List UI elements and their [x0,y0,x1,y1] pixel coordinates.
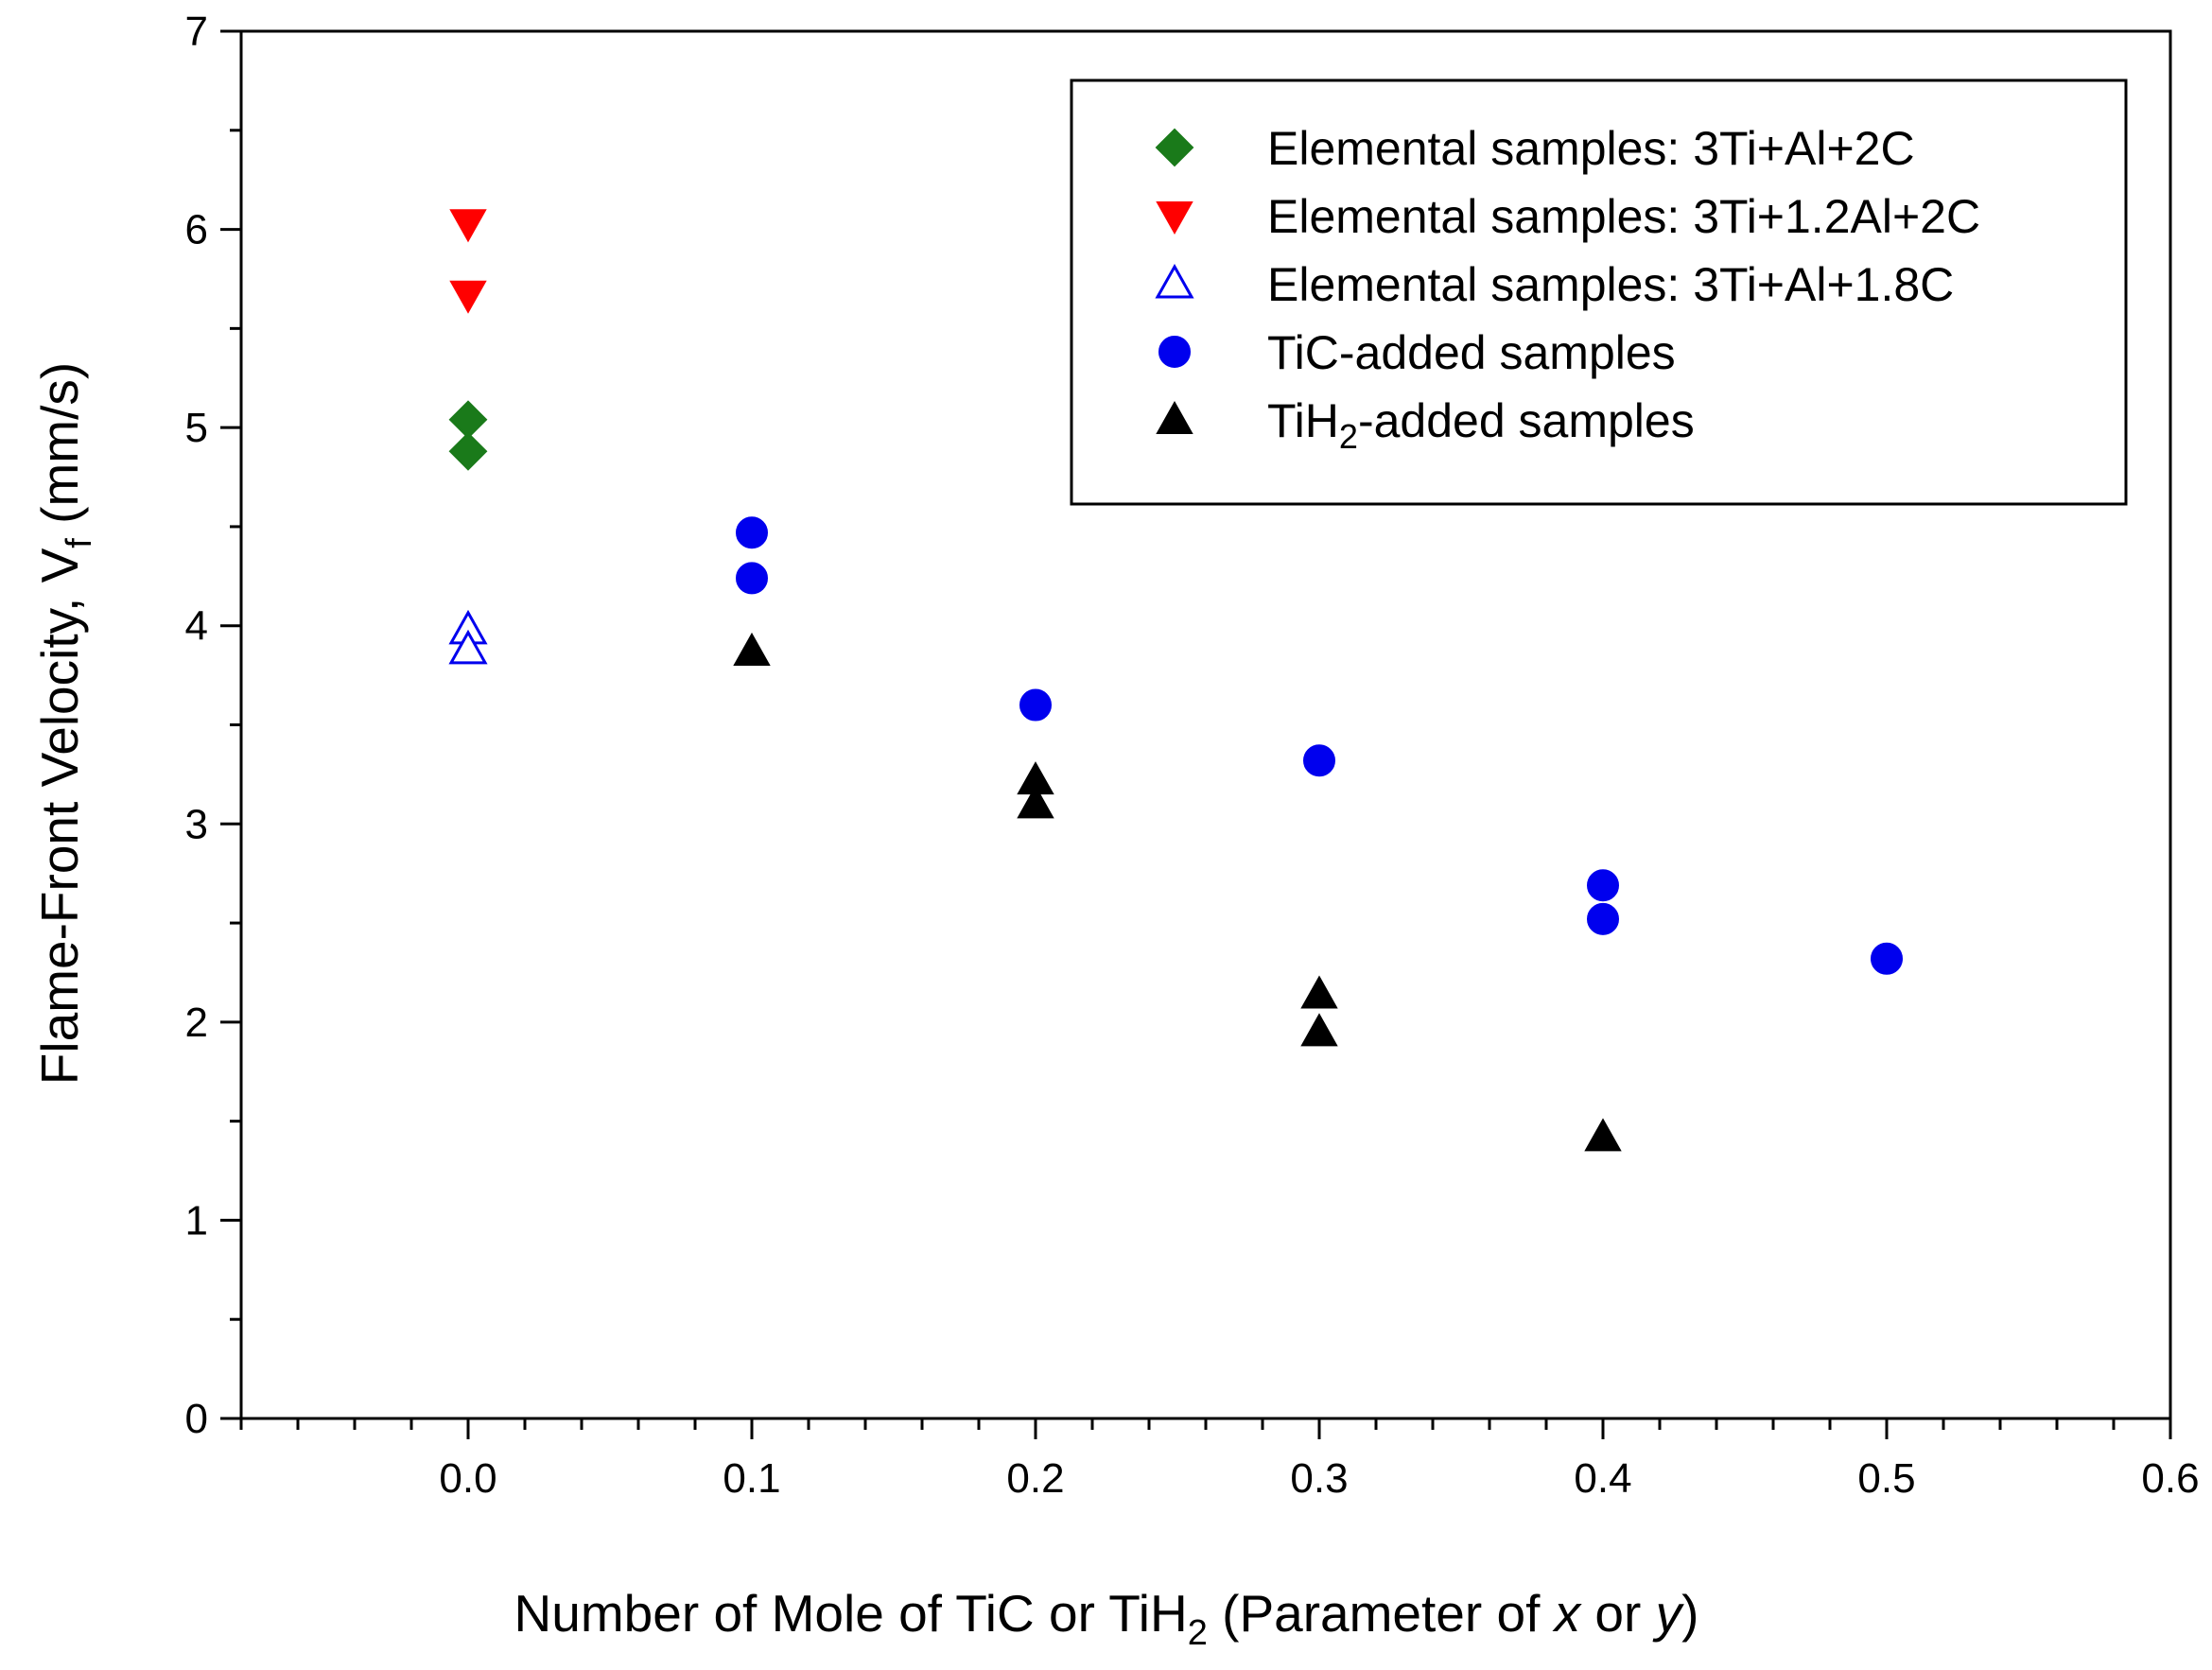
x-axis-title: Number of Mole of TiC or TiH2 (Parameter… [514,1584,1699,1653]
legend-label: Elemental samples: 3Ti+Al+2C [1267,122,1915,175]
tick-marks [220,29,2172,1439]
y-tick-label: 2 [185,1000,208,1046]
data-point [1871,942,1903,975]
legend-marker [1156,400,1193,434]
y-tick-label: 6 [185,207,208,253]
data-point [449,209,487,243]
x-tick-label: 0.5 [1857,1455,1915,1502]
x-tick-label: 0.6 [2141,1455,2199,1502]
legend-label: Elemental samples: 3Ti+Al+1.8C [1267,258,1954,311]
legend-marker [1156,201,1193,235]
tick-labels: 0 1 2 3 4 5 6 7 0.0 0.1 0.2 0.3 0.4 0.5 0.6 [185,9,2200,1502]
data-point [448,431,488,471]
y-tick-label: 0 [185,1396,208,1442]
data-point [449,280,487,314]
y-tick-label: 7 [185,9,208,55]
y-tick-label: 5 [185,405,208,451]
y-axis-title: Flame-Front Velocity, Vf (mm/s) [30,362,99,1085]
y-tick-label: 1 [185,1197,208,1244]
data-point [736,562,768,595]
data-point [1584,1118,1622,1152]
data-point [1019,688,1052,722]
legend-label: TiH2-added samples [1267,394,1695,456]
legend-box [1070,78,2128,506]
legend-marker [1155,263,1194,299]
y-tick-label: 4 [185,603,208,650]
data-point [448,629,488,665]
y-tick-label: 3 [185,801,208,847]
data-point [733,632,771,666]
x-tick-label: 0.0 [439,1455,496,1502]
legend-marker [1155,128,1194,167]
x-tick-label: 0.4 [1574,1455,1631,1502]
data-point [736,516,768,549]
legend-label: TiC-added samples [1267,326,1676,379]
legend: Elemental samples: 3Ti+Al+2C Elemental sa… [1155,122,1980,456]
data-point [1303,744,1335,777]
data-points [448,209,1903,1152]
x-tick-label: 0.3 [1290,1455,1348,1502]
data-point [1587,869,1619,902]
data-point [1017,785,1054,819]
x-tick-label: 0.1 [723,1455,780,1502]
data-point [1587,902,1619,935]
legend-marker [1158,336,1191,368]
x-tick-label: 0.2 [1006,1455,1064,1502]
data-point [1300,975,1338,1009]
legend-label: Elemental samples: 3Ti+1.2Al+2C [1267,190,1980,243]
data-point [1300,1013,1338,1047]
